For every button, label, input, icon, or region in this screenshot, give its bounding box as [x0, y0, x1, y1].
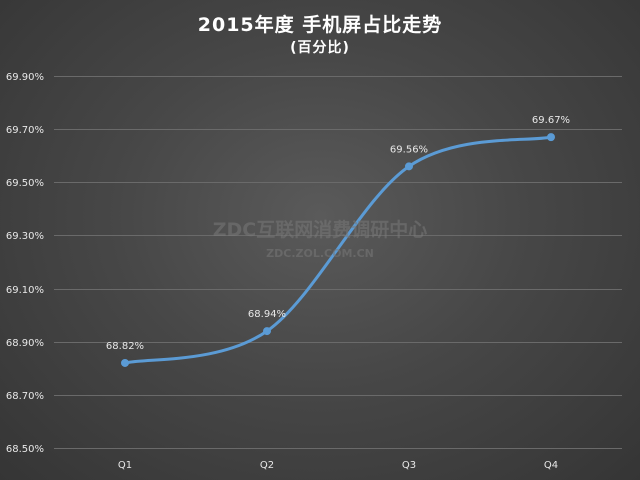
y-tick-label: 68.70% [6, 391, 44, 402]
y-tick-label: 69.10% [6, 285, 44, 296]
chart-title: 2015年度 手机屏占比走势 [197, 14, 443, 36]
x-tick-label: Q2 [260, 460, 274, 471]
data-label: 69.67% [532, 115, 570, 126]
data-point [121, 358, 129, 367]
data-point [263, 327, 271, 336]
x-tick-label: Q4 [544, 460, 558, 471]
y-tick-label: 69.30% [6, 231, 44, 242]
data-point [405, 162, 413, 171]
chart-subtitle: (百分比) [290, 40, 350, 56]
data-label: 69.56% [390, 144, 428, 155]
x-tick-label: Q1 [118, 460, 132, 471]
x-tick-label: Q3 [402, 460, 416, 471]
y-tick-label: 68.50% [6, 444, 44, 455]
data-label: 68.82% [106, 341, 144, 352]
data-point [547, 133, 555, 142]
y-tick-label: 69.50% [6, 178, 44, 189]
y-tick-label: 69.70% [6, 125, 44, 136]
y-tick-label: 69.90% [6, 72, 44, 83]
y-tick-label: 68.90% [6, 338, 44, 349]
data-label: 68.94% [248, 309, 286, 320]
series-line [123, 135, 553, 365]
